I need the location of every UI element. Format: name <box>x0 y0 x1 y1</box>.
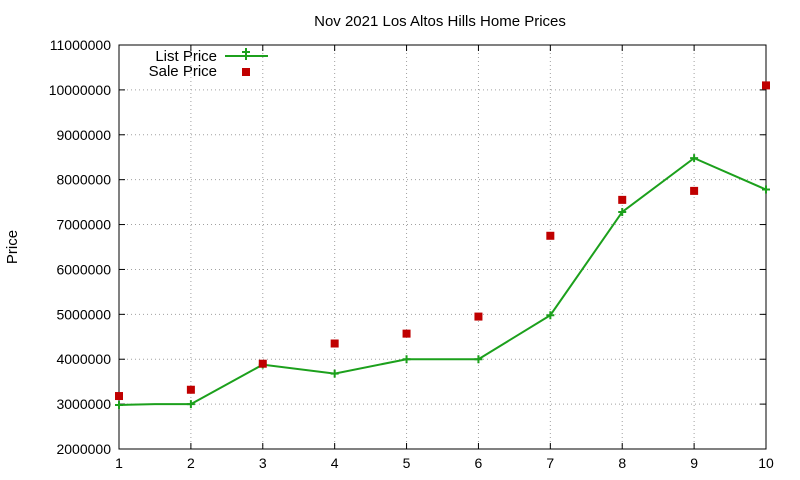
list-price-point <box>690 154 699 163</box>
chart-title: Nov 2021 Los Altos Hills Home Prices <box>314 13 566 30</box>
sale-price-point <box>186 385 195 394</box>
y-tick-label: 11000000 <box>50 37 111 53</box>
list-price-point <box>402 355 411 364</box>
x-tick-label: 7 <box>546 455 554 471</box>
y-tick-label: 2000000 <box>56 441 111 457</box>
list-price-point <box>186 400 195 409</box>
y-tick-label: 5000000 <box>56 306 111 322</box>
legend: List Price Sale Price <box>149 48 268 80</box>
x-tick-label: 9 <box>690 455 698 471</box>
grid-lines <box>119 45 766 449</box>
x-tick-label: 3 <box>259 455 267 471</box>
sale-price-point <box>546 231 555 240</box>
legend-label-list-price: List Price <box>155 48 217 65</box>
y-tick-label: 4000000 <box>56 351 111 367</box>
y-tick-label: 9000000 <box>56 127 111 143</box>
y-tick-label: 3000000 <box>56 396 111 412</box>
y-tick-label: 10000000 <box>49 82 112 98</box>
legend-label-sale-price: Sale Price <box>149 63 217 80</box>
x-tick-label: 1 <box>115 455 123 471</box>
legend-swatch-sale-price <box>242 68 250 76</box>
x-tick-label: 6 <box>475 455 483 471</box>
list-price-line <box>118 156 767 407</box>
x-tick-label: 4 <box>331 455 339 471</box>
sale-price-point <box>690 186 699 195</box>
sale-price-point <box>618 195 627 204</box>
sale-price-point <box>402 329 411 338</box>
legend-marker-list-price <box>242 48 250 60</box>
x-tick-label: 2 <box>187 455 195 471</box>
sale-price-point <box>474 312 483 321</box>
list-price-point <box>330 369 339 378</box>
list-price-point <box>474 355 483 364</box>
plot-frame <box>118 44 767 450</box>
x-tick-label: 8 <box>618 455 626 471</box>
x-tick-label: 5 <box>403 455 411 471</box>
x-tick-label: 10 <box>758 455 774 471</box>
y-tick-label: 6000000 <box>56 261 111 277</box>
y-tick-label: 7000000 <box>56 217 111 233</box>
list-price-point <box>618 207 627 216</box>
list-price-point <box>546 311 555 320</box>
sale-price-point <box>330 339 339 348</box>
sale-price-point <box>258 359 267 368</box>
y-tick-label: 8000000 <box>56 172 111 188</box>
axis-ticks: 1 2 3 4 5 6 7 8 9 10 2000000 3000000 4000000 5000000 6… <box>49 37 774 471</box>
series-layer <box>115 81 770 410</box>
list-price-point <box>115 401 123 410</box>
y-axis-label: Price <box>4 230 21 264</box>
list-price-point <box>762 185 770 194</box>
sale-price-point <box>762 81 770 90</box>
sale-price-point <box>115 392 123 401</box>
